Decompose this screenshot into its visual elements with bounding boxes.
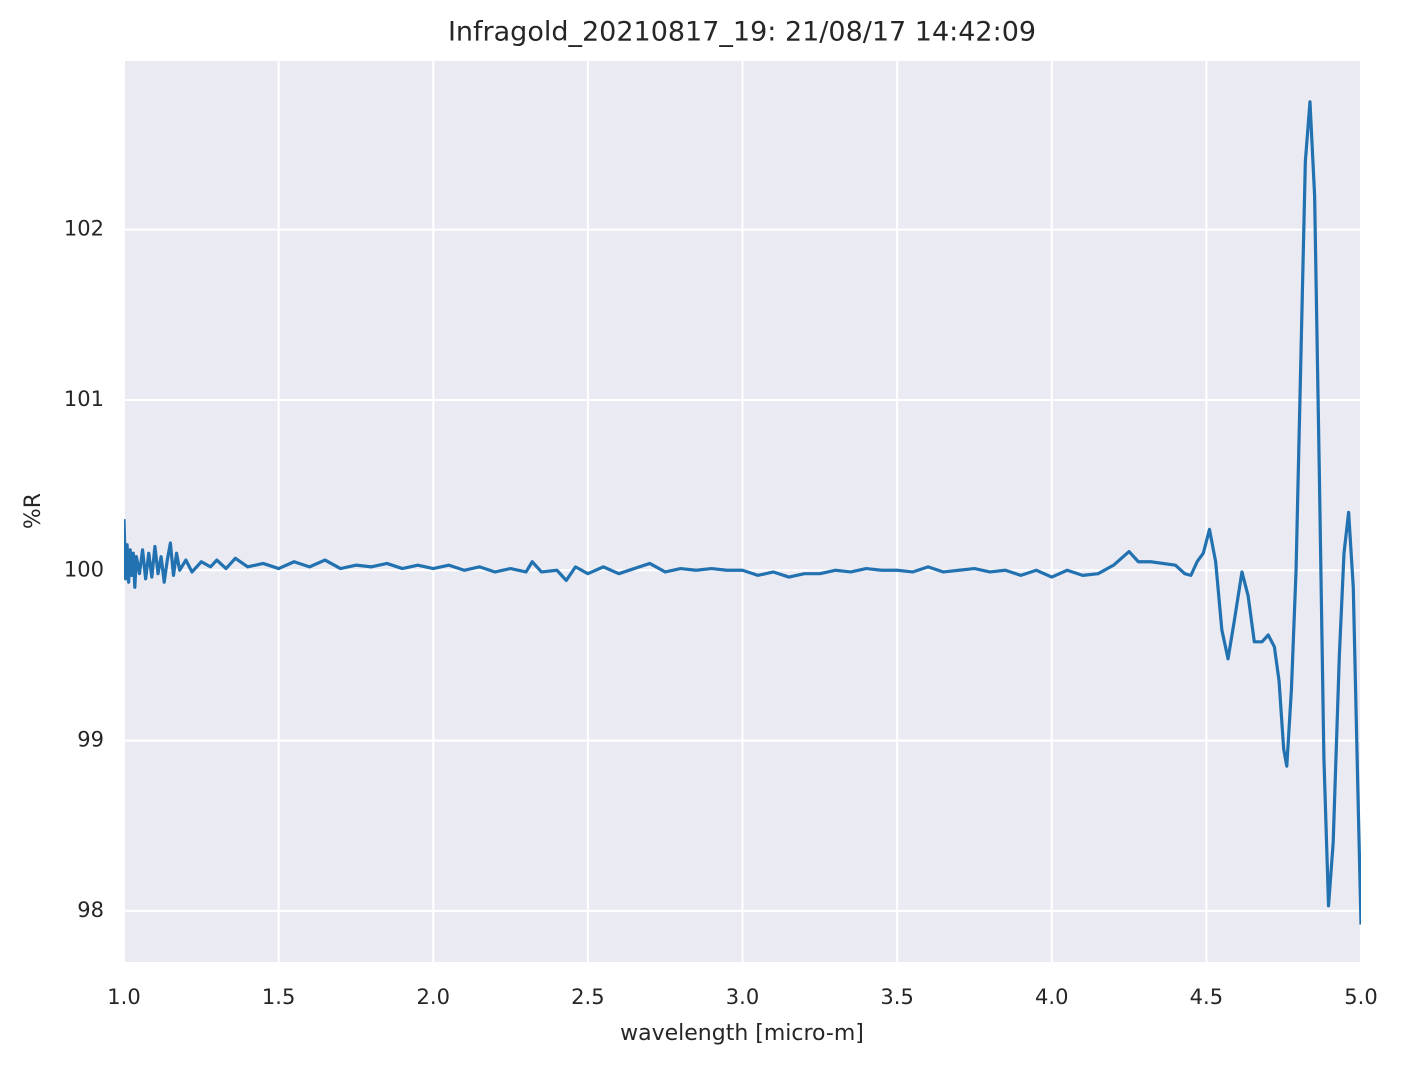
x-tick-label: 5.0 — [1344, 985, 1377, 1009]
y-tick-label: 99 — [77, 728, 104, 752]
y-tick-label: 100 — [64, 557, 104, 581]
x-tick-label: 2.5 — [571, 985, 604, 1009]
y-tick-label: 101 — [64, 387, 104, 411]
marks — [124, 100, 1361, 925]
x-tick-label: 3.0 — [726, 985, 759, 1009]
data-line — [124, 100, 1361, 925]
x-tick-label: 4.0 — [1035, 985, 1068, 1009]
x-tick-label: 1.5 — [262, 985, 295, 1009]
x-tick-label: 3.5 — [880, 985, 913, 1009]
y-axis-label: %R — [21, 493, 46, 529]
y-tick-label: 102 — [64, 217, 104, 241]
grid — [123, 61, 1362, 962]
x-axis-label: wavelength [micro-m] — [620, 1021, 864, 1046]
x-tick-label: 1.0 — [107, 985, 140, 1009]
x-tick-label: 4.5 — [1190, 985, 1223, 1009]
x-tick-label: 2.0 — [417, 985, 450, 1009]
y-tick-label: 98 — [77, 898, 104, 922]
chart-title: Infragold_20210817_19: 21/08/17 14:42:09 — [448, 17, 1036, 48]
